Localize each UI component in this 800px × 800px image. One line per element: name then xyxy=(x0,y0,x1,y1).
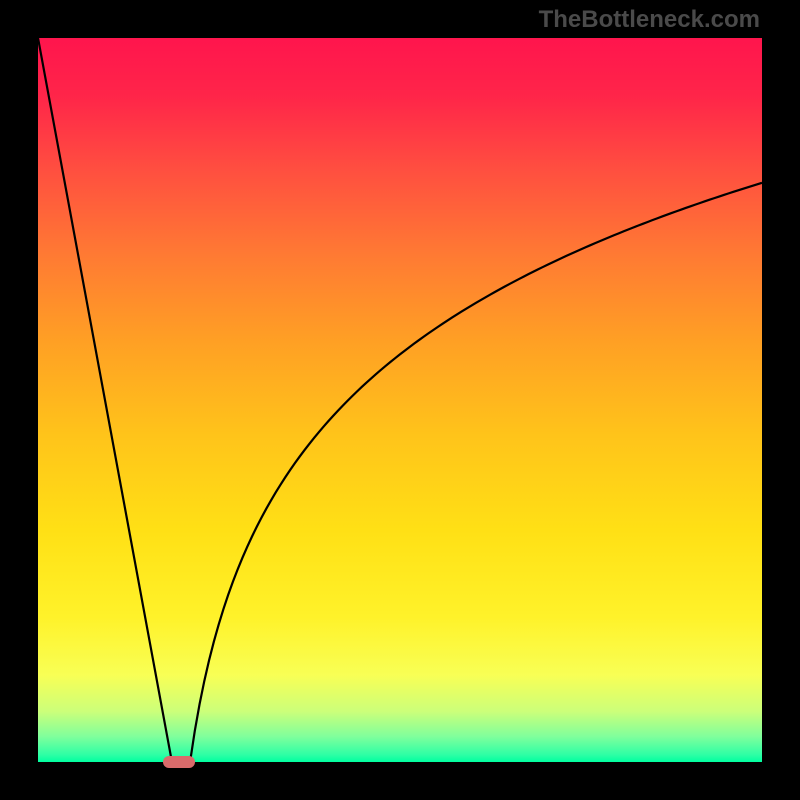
watermark-text: TheBottleneck.com xyxy=(539,6,760,34)
chart-container: TheBottleneck.com xyxy=(0,0,800,800)
curve-layer xyxy=(38,38,762,762)
plot-area xyxy=(38,38,762,762)
min-point-marker xyxy=(163,756,196,768)
bottleneck-curve xyxy=(38,38,762,762)
